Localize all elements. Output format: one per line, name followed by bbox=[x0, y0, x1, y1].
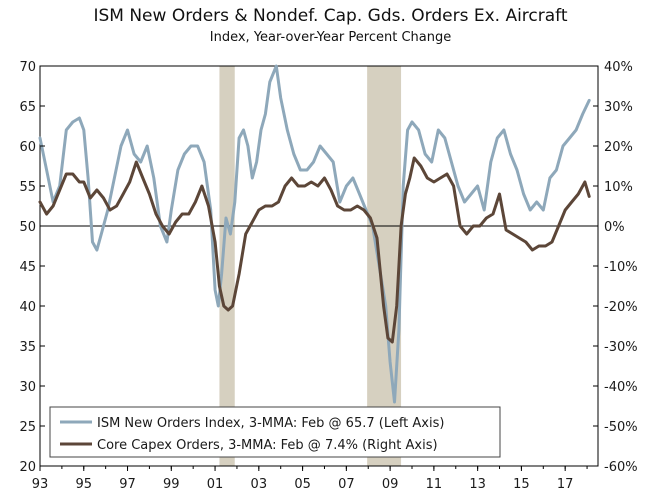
y-right-tick-label: 10% bbox=[604, 180, 633, 195]
series-lines bbox=[38, 64, 591, 404]
y-right-tick-label: 40% bbox=[604, 60, 633, 75]
y-right-tick-label: -30% bbox=[604, 340, 638, 355]
y-right-tick-label: -50% bbox=[604, 420, 638, 435]
x-tick-label: 05 bbox=[294, 477, 311, 492]
series-line-ism-new-orders bbox=[38, 64, 591, 404]
x-tick-label: 17 bbox=[557, 477, 574, 492]
y-right-tick-label: -10% bbox=[604, 260, 638, 275]
y-left-tick-label: 55 bbox=[19, 180, 36, 195]
x-tick-label: 03 bbox=[251, 477, 268, 492]
y-left-tick-label: 70 bbox=[19, 60, 36, 75]
y-right-tick-label: 30% bbox=[604, 100, 633, 115]
recession-band-0 bbox=[219, 66, 235, 466]
y-left-tick-label: 35 bbox=[19, 340, 36, 355]
y-right-tick-label: -60% bbox=[604, 460, 638, 475]
y-right-tick-label: 20% bbox=[604, 140, 633, 155]
x-tick-label: 95 bbox=[75, 477, 92, 492]
recession-band-1 bbox=[367, 66, 402, 466]
x-tick-label: 07 bbox=[338, 477, 355, 492]
axes: 20 25 30 35 40 45 50 55 60 65 70 -60% -50% -40% -30% -2… bbox=[19, 60, 637, 492]
plot-frame bbox=[39, 65, 599, 467]
x-tick-label: 93 bbox=[32, 477, 49, 492]
x-tick-label: 01 bbox=[207, 477, 224, 492]
recession-bands bbox=[219, 66, 402, 466]
y-left-tick-label: 50 bbox=[19, 220, 36, 235]
y-left-tick-label: 40 bbox=[19, 300, 36, 315]
y-right-tick-label: -20% bbox=[604, 300, 638, 315]
y-right-tick-label: 0% bbox=[604, 220, 625, 235]
legend-box bbox=[49, 406, 501, 458]
y-left-tick-label: 20 bbox=[19, 460, 36, 475]
y-right-tick-label: -40% bbox=[604, 380, 638, 395]
legend-label-capex: Core Capex Orders, 3-MMA: Feb @ 7.4% (Ri… bbox=[97, 438, 438, 453]
x-tick-label: 09 bbox=[382, 477, 399, 492]
chart-title: ISM New Orders & Nondef. Cap. Gds. Order… bbox=[93, 6, 568, 26]
y-left-tick-label: 65 bbox=[19, 100, 36, 115]
x-tick-label: 11 bbox=[426, 477, 443, 492]
x-tick-label: 15 bbox=[513, 477, 530, 492]
series-line-core-capex bbox=[38, 156, 591, 344]
y-left-tick-label: 60 bbox=[19, 140, 36, 155]
legend: ISM New Orders Index, 3-MMA: Feb @ 65.7 … bbox=[49, 406, 501, 458]
x-tick-label: 99 bbox=[163, 477, 180, 492]
x-tick-label: 97 bbox=[119, 477, 136, 492]
y-left-tick-label: 25 bbox=[19, 420, 36, 435]
y-left-tick-label: 30 bbox=[19, 380, 36, 395]
y-left-tick-label: 45 bbox=[19, 260, 36, 275]
chart-subtitle: Index, Year-over-Year Percent Change bbox=[209, 30, 452, 45]
legend-label-ism: ISM New Orders Index, 3-MMA: Feb @ 65.7 … bbox=[97, 416, 444, 431]
x-tick-label: 13 bbox=[469, 477, 486, 492]
